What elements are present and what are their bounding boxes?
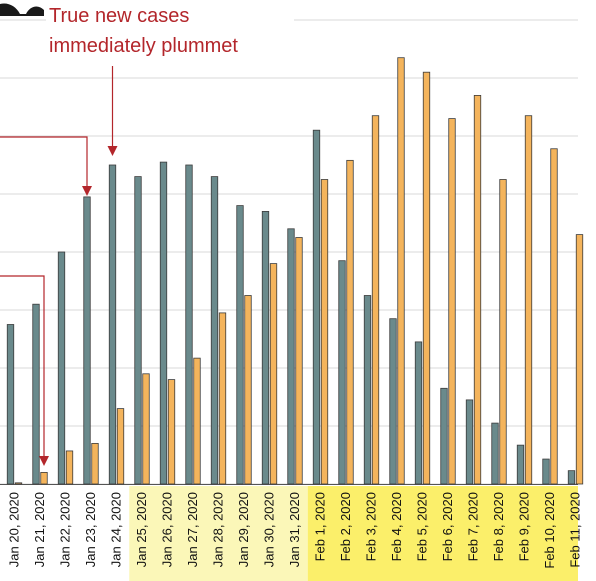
- bar-series-1-9: [236, 205, 244, 485]
- bar-series-1-21: [542, 458, 550, 485]
- cropped-text-fragment: [0, 3, 44, 17]
- x-tick-label-13: Feb 2, 2020: [338, 492, 353, 561]
- bar-series-2-4: [116, 408, 125, 485]
- annotation-arrow-jan-21: [0, 275, 49, 466]
- x-tick-label-6: Jan 26, 2020: [160, 492, 175, 567]
- bar-series-2-16: [422, 71, 431, 485]
- bar-series-2-3: [91, 442, 99, 485]
- bar-series-1-1: [32, 303, 40, 485]
- bar-series-1-6: [159, 161, 168, 485]
- bar-series-2-2: [65, 450, 74, 485]
- bar-series-1-0: [6, 324, 15, 485]
- x-tick-label-14: Feb 3, 2020: [364, 492, 379, 561]
- bar-series-1-17: [440, 387, 448, 485]
- bar-series-1-11: [287, 228, 295, 485]
- bar-series-1-5: [134, 176, 142, 485]
- x-tick-label-5: Jan 25, 2020: [134, 492, 149, 567]
- bars: [6, 57, 584, 485]
- bar-series-1-12: [312, 129, 321, 485]
- annotation-text-line-2: immediately plummet: [49, 35, 238, 57]
- bar-series-1-10: [261, 210, 270, 485]
- bar-series-1-2: [57, 251, 66, 485]
- bar-series-2-5: [142, 373, 150, 485]
- bar-series-1-16: [414, 341, 423, 485]
- bar-series-2-11: [295, 237, 303, 485]
- bar-series-2-19: [499, 179, 507, 485]
- bar-series-2-0: [14, 482, 23, 485]
- bar-series-1-3: [83, 196, 91, 485]
- x-tick-label-8: Jan 28, 2020: [211, 492, 226, 567]
- bar-series-2-1: [40, 471, 48, 485]
- bar-series-2-9: [244, 295, 252, 485]
- x-tick-label-10: Jan 30, 2020: [262, 492, 277, 567]
- bar-series-1-8: [210, 176, 219, 485]
- annotation-background: [46, 0, 294, 60]
- x-tick-label-17: Feb 6, 2020: [440, 492, 455, 561]
- bar-series-2-7: [193, 357, 201, 485]
- bar-series-1-7: [185, 164, 193, 485]
- annotation-arrow-jan-23: [0, 136, 92, 196]
- bar-series-2-8: [218, 312, 227, 485]
- x-tick-label-9: Jan 29, 2020: [236, 492, 251, 567]
- x-tick-label-20: Feb 9, 2020: [517, 492, 532, 561]
- bar-series-1-15: [389, 318, 397, 485]
- bar-series-2-13: [346, 159, 354, 485]
- x-tick-label-15: Feb 4, 2020: [389, 492, 404, 561]
- x-tick-label-18: Feb 7, 2020: [466, 492, 481, 561]
- bar-series-1-14: [363, 295, 372, 485]
- bar-series-2-22: [575, 234, 584, 485]
- highlight-band-1: [307, 486, 578, 581]
- bar-series-2-21: [550, 148, 558, 485]
- x-tick-label-4: Jan 24, 2020: [109, 492, 124, 567]
- bar-series-2-17: [448, 118, 456, 485]
- bar-series-2-6: [167, 379, 176, 485]
- bar-series-1-19: [491, 422, 499, 485]
- bar-series-2-20: [524, 115, 533, 485]
- bar-series-1-18: [465, 399, 474, 485]
- x-tick-label-0: Jan 20, 2020: [7, 492, 22, 567]
- highlight-bands: [129, 486, 578, 581]
- bar-series-2-18: [473, 95, 482, 485]
- x-tick-label-2: Jan 22, 2020: [58, 492, 73, 567]
- highlight-band-0: [129, 486, 308, 581]
- x-tick-label-22: Feb 11, 2020: [568, 492, 583, 568]
- bar-series-1-20: [516, 444, 525, 485]
- x-tick-label-7: Jan 27, 2020: [185, 492, 200, 567]
- bar-series-2-15: [397, 57, 405, 485]
- x-tick-label-16: Feb 5, 2020: [415, 492, 430, 561]
- annotation-text-line-1: True new cases: [49, 5, 189, 27]
- x-tick-label-11: Jan 31, 2020: [287, 492, 302, 567]
- x-tick-label-12: Feb 1, 2020: [313, 492, 328, 561]
- x-tick-label-19: Feb 8, 2020: [491, 492, 506, 561]
- x-tick-label-3: Jan 23, 2020: [83, 492, 98, 567]
- x-tick-labels: Jan 20, 2020 Jan 21, 2020 Jan 22, 2020 Jan …: [7, 492, 583, 569]
- x-tick-label-21: Feb 10, 2020: [542, 492, 557, 569]
- bar-series-1-4: [108, 164, 117, 485]
- bar-series-2-12: [320, 179, 329, 485]
- annotation-arrow-jan-24: [107, 66, 118, 156]
- bar-series-2-14: [371, 115, 380, 485]
- bar-series-1-22: [567, 470, 576, 485]
- bar-series-2-10: [269, 263, 278, 485]
- bar-series-1-13: [338, 260, 346, 485]
- annotation: True new cases immediately plummet: [0, 0, 294, 466]
- x-tick-label-1: Jan 21, 2020: [32, 492, 47, 567]
